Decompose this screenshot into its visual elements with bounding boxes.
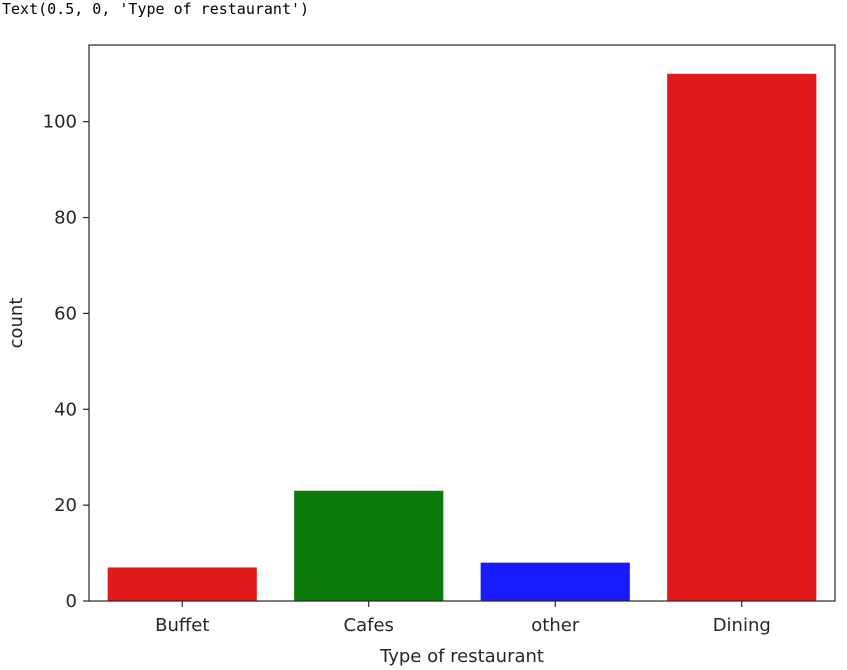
bar-dining — [667, 73, 817, 602]
y-tick-label: 20 — [54, 495, 77, 516]
x-tick-label: other — [531, 615, 580, 636]
y-axis-label: count — [6, 298, 27, 349]
y-tick-label: 40 — [54, 399, 77, 420]
bar-cafes — [294, 490, 444, 601]
plot-frame — [88, 44, 836, 602]
x-tick-label: Buffet — [155, 615, 209, 636]
bars-group — [107, 73, 817, 602]
cell-output-text: Text(0.5, 0, 'Type of restaurant') — [2, 0, 310, 18]
y-ticks-group: 0 20 40 60 80 100 — [43, 112, 89, 612]
y-tick-label: 80 — [54, 208, 77, 229]
y-tick-label: 0 — [66, 591, 77, 612]
bar-buffet — [107, 567, 257, 601]
y-tick-label: 60 — [54, 303, 77, 324]
x-ticks-group: Buffet Cafes other Dining — [155, 601, 771, 636]
x-axis-label: Type of restaurant — [379, 646, 544, 667]
y-tick-label: 100 — [43, 112, 77, 133]
x-tick-label: Dining — [713, 615, 771, 636]
bar-other — [480, 562, 630, 601]
x-tick-label: Cafes — [344, 615, 394, 636]
